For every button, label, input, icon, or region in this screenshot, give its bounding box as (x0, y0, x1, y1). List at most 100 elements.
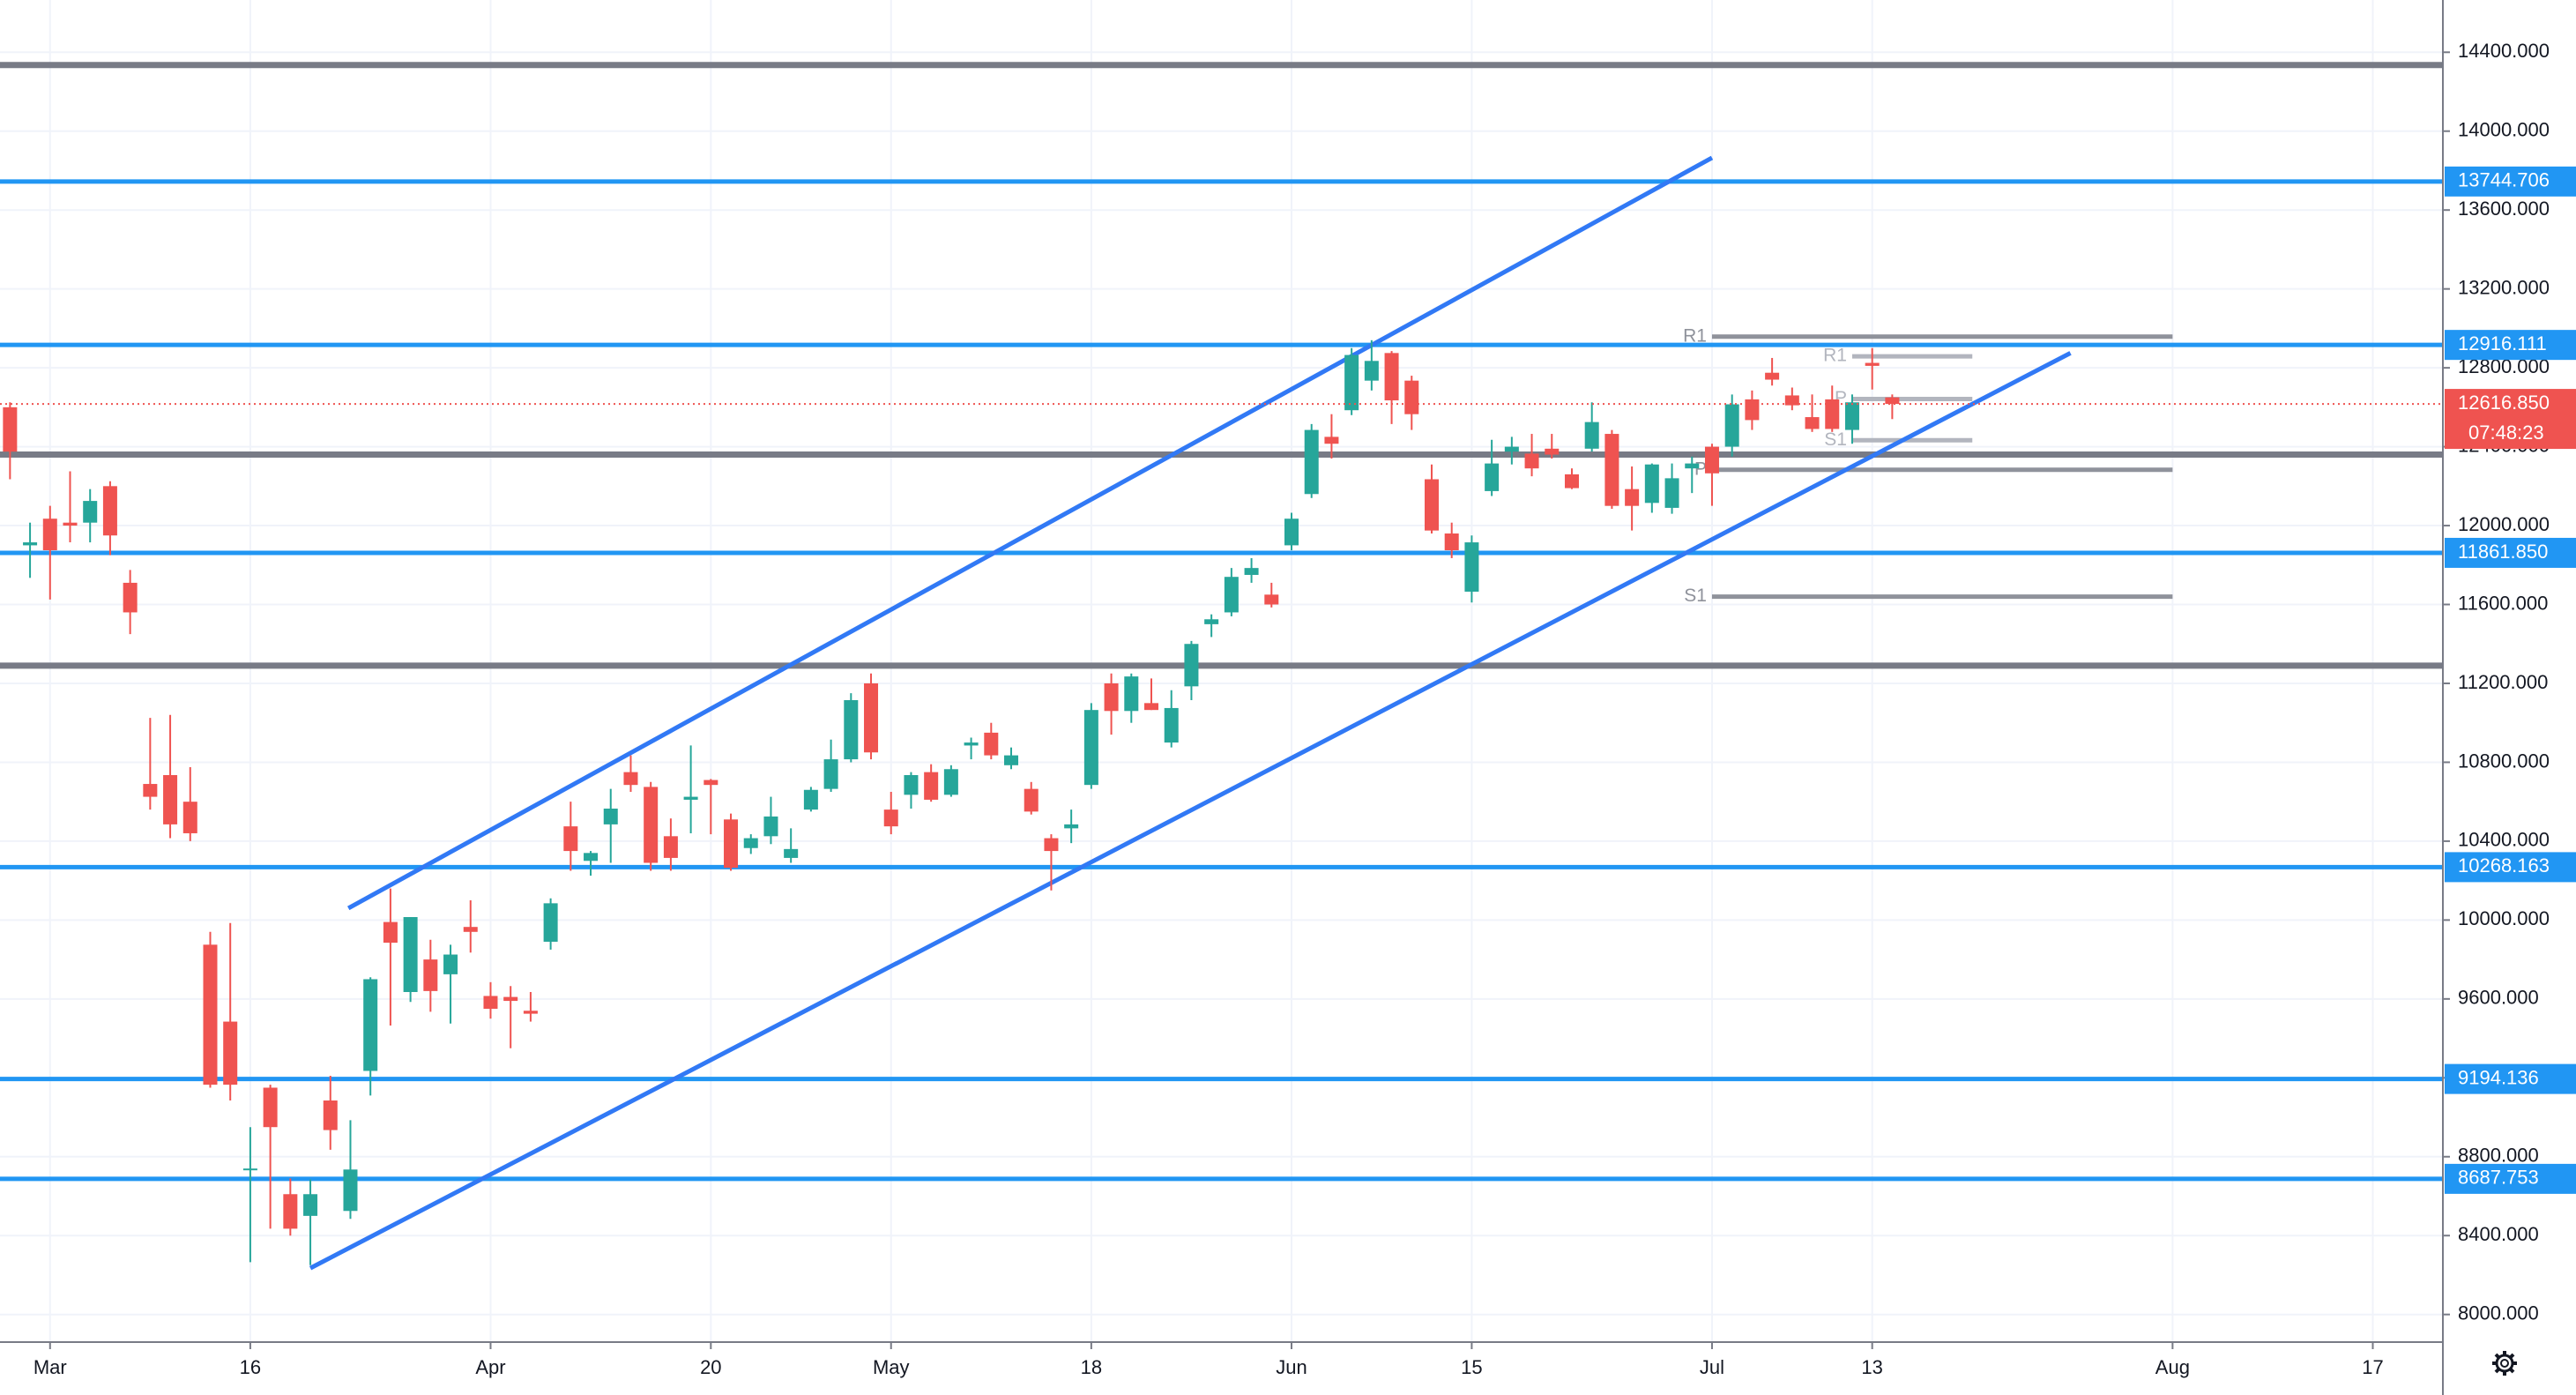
candle-body (1083, 710, 1098, 786)
candle-body (1885, 397, 1900, 405)
pivot-label: R1 (1683, 325, 1707, 346)
candle-body (523, 1011, 538, 1014)
pivot-label: R1 (1823, 346, 1847, 366)
candle-body (1584, 421, 1599, 449)
candle-body (483, 996, 498, 1010)
trendline (309, 351, 2072, 1271)
candle-body (1504, 446, 1519, 452)
level-price-box (2445, 166, 2576, 197)
candle-body (1784, 395, 1799, 406)
candle-body (63, 522, 78, 526)
candle-body (683, 796, 698, 800)
candle-body (964, 742, 979, 746)
y-tick-label: 10400.000 (2458, 829, 2550, 851)
candle-body (904, 774, 919, 795)
candle-body (303, 1194, 318, 1216)
candle-body (263, 1087, 278, 1128)
last-price-label: 12616.850 (2458, 392, 2550, 414)
candle-body (203, 944, 218, 1085)
candle-body (1485, 463, 1500, 491)
candle-body (463, 927, 478, 932)
candle-body (443, 954, 458, 974)
x-tick-label: 16 (240, 1356, 261, 1378)
candle-body (1825, 399, 1840, 429)
level-price-box (2445, 1163, 2576, 1194)
candle-body (42, 518, 57, 551)
y-tick-label: 10000.000 (2458, 907, 2550, 929)
candle-body (1765, 372, 1780, 380)
level-price-box (2445, 537, 2576, 568)
x-tick-label: 18 (1081, 1356, 1102, 1378)
level-price-label: 10268.163 (2458, 854, 2550, 877)
candle-body (883, 809, 898, 827)
candle-body (584, 853, 599, 862)
candle-body (1545, 448, 1560, 455)
candle-body (1024, 788, 1039, 812)
candle-body (1724, 404, 1739, 447)
x-tick-label: Apr (475, 1356, 505, 1378)
candle-body (1564, 474, 1579, 489)
y-tick-label: 13600.000 (2458, 198, 2550, 220)
x-tick-label: May (873, 1356, 910, 1378)
level-price-label: 8687.753 (2458, 1167, 2539, 1189)
x-tick-label: Aug (2155, 1356, 2190, 1378)
candle-body (623, 772, 638, 786)
candle-body (763, 816, 778, 837)
candle-body (1644, 464, 1659, 504)
candle-body (1064, 824, 1079, 829)
candle-body (823, 759, 838, 789)
candle-body (563, 826, 578, 852)
candle-body (663, 836, 678, 858)
settings-icon[interactable] (2492, 1351, 2517, 1376)
candle-body (223, 1021, 238, 1085)
candle-body (844, 699, 859, 760)
x-tick-label: Jul (1700, 1356, 1724, 1378)
level-price-box (2445, 1063, 2576, 1094)
candle-body (363, 979, 378, 1071)
candle-body (543, 903, 558, 942)
candle-body (143, 784, 158, 797)
candle-body (1364, 361, 1379, 381)
candle-body (1865, 362, 1880, 366)
candle-body (383, 921, 398, 944)
candle-body (704, 780, 718, 786)
candle-body (102, 486, 117, 536)
candle-body (924, 772, 939, 800)
candle-body (743, 838, 758, 848)
pivot-label: P (1694, 459, 1707, 479)
last-price-box (2445, 389, 2576, 450)
candle-body (864, 683, 879, 753)
candle-body (123, 582, 138, 613)
x-tick-label: Jun (1276, 1356, 1307, 1378)
candle-body (1404, 380, 1419, 414)
level-price-label: 13744.706 (2458, 169, 2550, 191)
candle-body (943, 769, 958, 795)
candle-body (163, 774, 178, 824)
candle-body (1324, 436, 1339, 444)
candle-body (503, 996, 518, 1002)
trendline (347, 155, 1714, 911)
pivot-label: S1 (1824, 429, 1847, 450)
candle-body (423, 959, 438, 991)
y-tick-label: 8800.000 (2458, 1145, 2539, 1167)
candle-body (1144, 703, 1159, 711)
candle-body (1104, 683, 1119, 712)
time-axis-background (0, 1342, 2443, 1395)
candle-body (784, 848, 799, 858)
candle-body (1664, 478, 1679, 508)
candle-body (1444, 533, 1459, 551)
candle-body (182, 802, 197, 833)
candle-body (283, 1194, 298, 1229)
candle-body (1745, 399, 1760, 421)
candle-body (1224, 577, 1239, 613)
candle-body (1805, 417, 1820, 429)
candle-body (1604, 434, 1619, 506)
candle-body (1164, 707, 1179, 743)
x-tick-label: Mar (34, 1356, 67, 1378)
candle-body (1004, 755, 1019, 765)
candle-body (23, 542, 38, 546)
